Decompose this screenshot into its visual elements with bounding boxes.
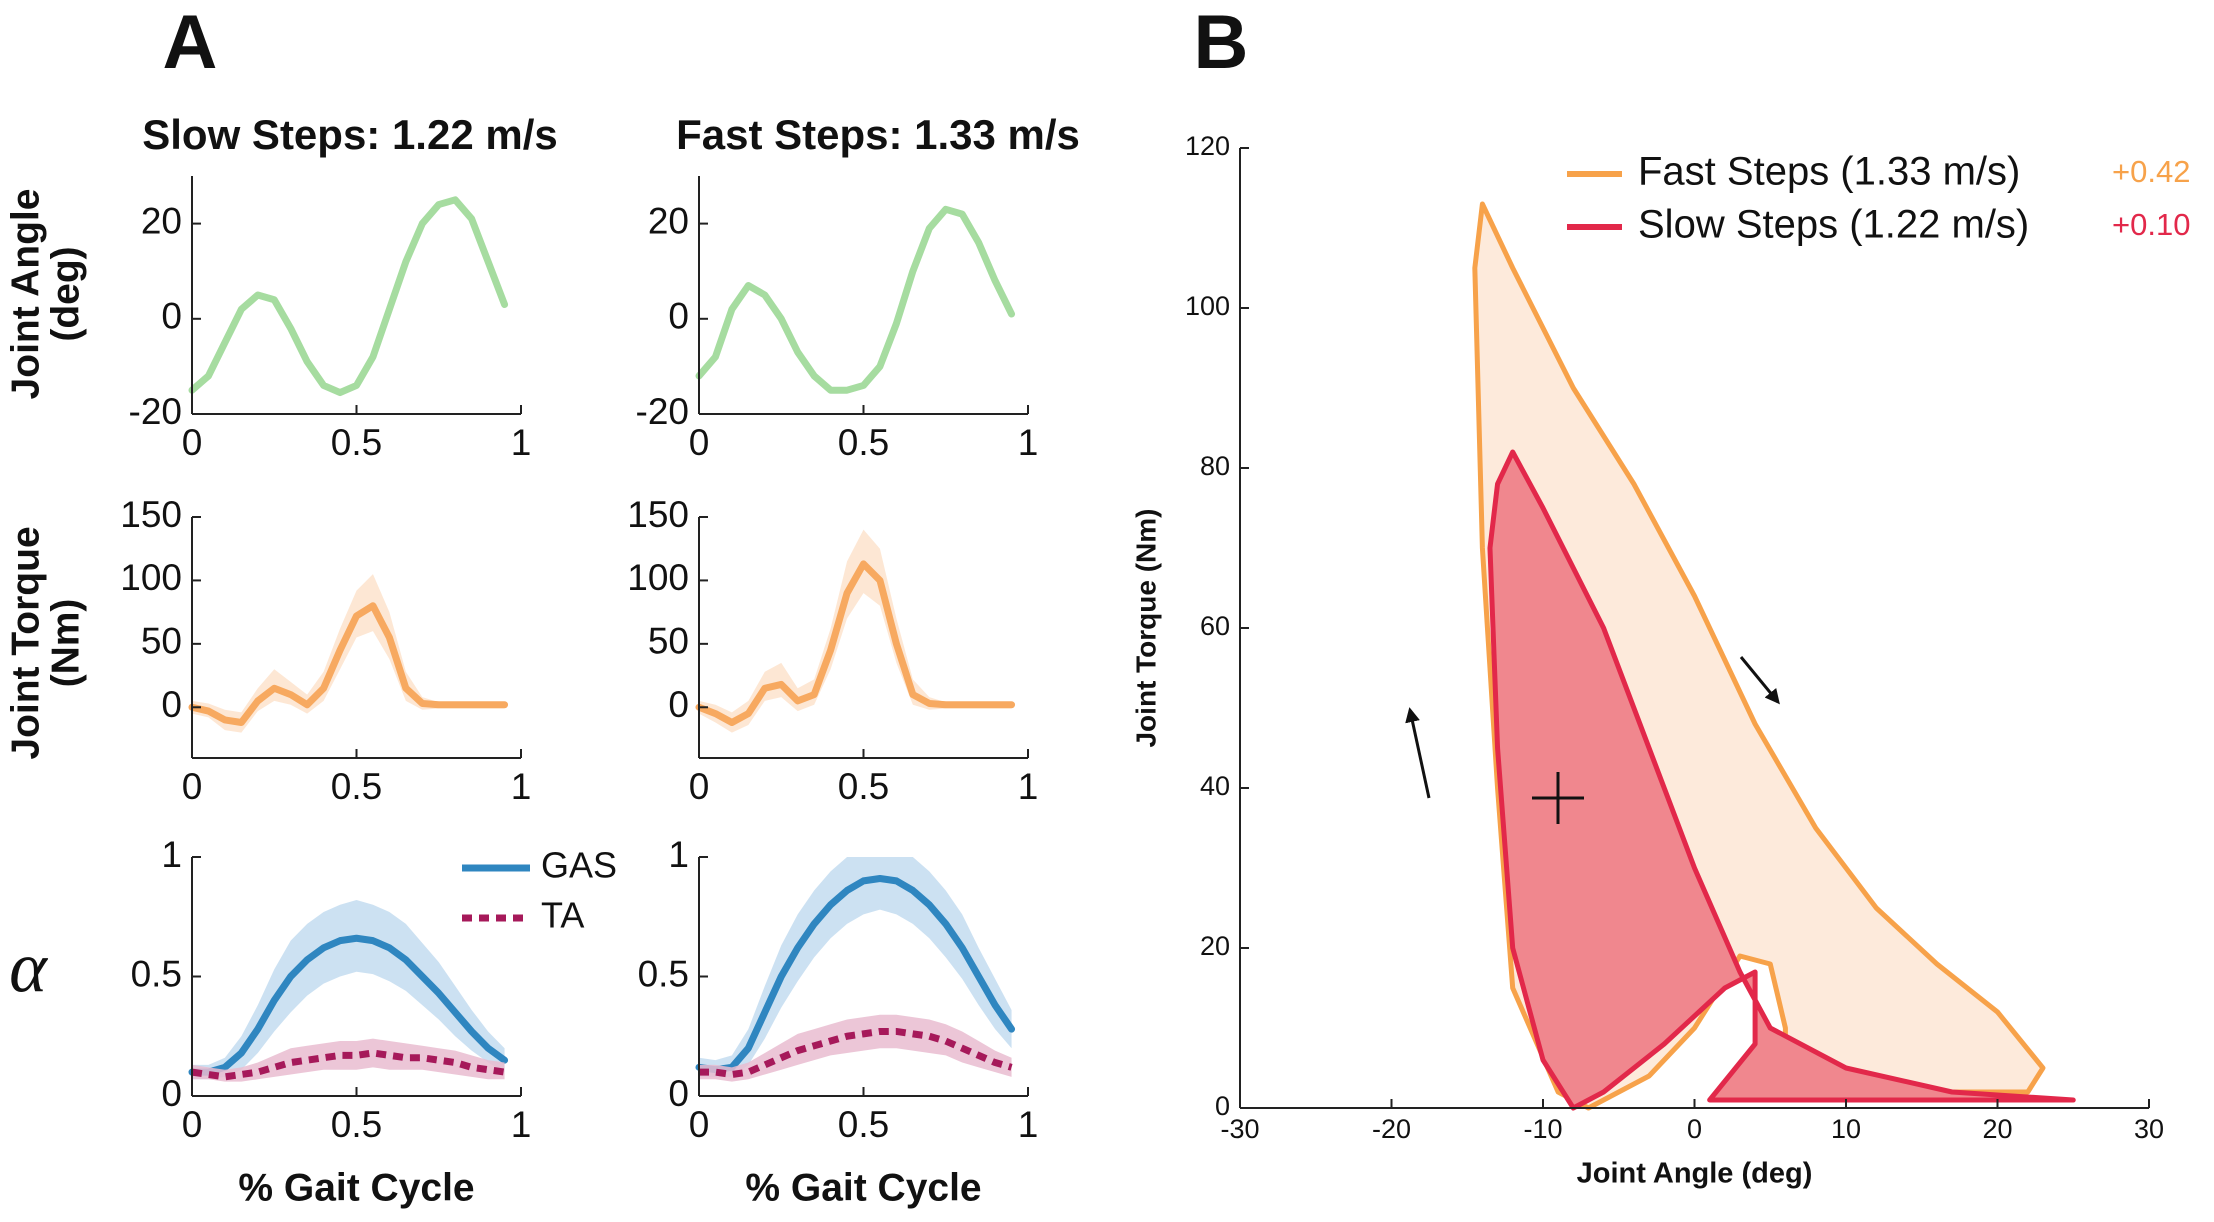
chart-title: Slow Steps: 1.22 m/s (142, 111, 558, 158)
y-tick-label: 0 (668, 296, 689, 337)
x-tick-label: 0 (689, 1104, 710, 1145)
y-axis-label: Joint Torque (4, 526, 47, 759)
x-tick-label: 0 (182, 422, 203, 463)
x-tick-label: 0.5 (331, 766, 382, 807)
direction-arrow (1739, 656, 1780, 705)
x-tick-label: 0.5 (331, 1104, 382, 1145)
y-tick-label: 50 (648, 621, 689, 662)
y-tick-label: 100 (120, 557, 182, 598)
x-tick-label: 1 (511, 1104, 532, 1145)
x-tick-label: 0.5 (331, 422, 382, 463)
y-axis-label: α (9, 928, 48, 1008)
y-tick-label: -20 (636, 391, 689, 432)
x-tick-label: 1 (511, 766, 532, 807)
x-tick-label: 1 (1018, 766, 1039, 807)
error-band (192, 900, 505, 1080)
data-line (188, 196, 509, 397)
y-axis-label: (deg) (44, 246, 87, 341)
y-tick-label: 40 (1200, 771, 1230, 801)
x-tick-label: 1 (1018, 422, 1039, 463)
x-tick-label: 0.5 (838, 422, 889, 463)
y-tick-label: 20 (141, 200, 182, 241)
x-axis-label: % Gait Cycle (745, 1166, 981, 1209)
chart: -30 -20 -10 0 10 20 30 0 20 40 60 80 100 120 Joint Ang… (1130, 131, 2190, 1190)
panel-label: B (1194, 0, 1249, 85)
data-line (695, 560, 1016, 726)
x-tick-label: 0.5 (838, 766, 889, 807)
x-tick-label: 1 (1018, 1104, 1039, 1145)
y-tick-label: 0.5 (131, 953, 182, 994)
x-tick-label: -30 (1220, 1114, 1259, 1144)
y-tick-label: 0 (668, 1073, 689, 1114)
x-tick-label: 30 (2134, 1114, 2164, 1144)
y-tick-label: 150 (120, 494, 182, 535)
x-axis-label: Joint Angle (deg) (1577, 1158, 1813, 1190)
y-tick-label: 0 (161, 684, 182, 725)
y-tick-label: 1 (668, 834, 689, 875)
chart: 0 0.5 1 0 0.5 1 % Gait Cycle α GAS TA (9, 834, 617, 1210)
panel-label: A (163, 0, 218, 85)
y-tick-label: 0.5 (638, 953, 689, 994)
legend-label: GAS (541, 845, 617, 886)
legend-note: +0.10 (2112, 207, 2190, 242)
x-tick-label: 0 (689, 766, 710, 807)
y-tick-label: 0 (1215, 1091, 1230, 1121)
x-tick-label: 0 (689, 422, 710, 463)
y-tick-label: 100 (1185, 291, 1230, 321)
data-line (695, 875, 1016, 1074)
data-line (191, 1049, 506, 1081)
y-tick-label: 1 (161, 834, 182, 875)
annotations (1405, 656, 1780, 824)
y-tick-label: 0 (161, 296, 182, 337)
data-line (188, 934, 509, 1076)
y-tick-label: 20 (648, 200, 689, 241)
y-tick-label: 150 (627, 494, 689, 535)
legend-label: Slow Steps (1.22 m/s) (1638, 203, 2029, 247)
y-tick-label: 0 (161, 1073, 182, 1114)
error-band (699, 1014, 1012, 1082)
y-tick-label: 20 (1200, 931, 1230, 961)
y-axis-label: (Nm) (44, 599, 87, 688)
x-tick-label: 1 (511, 422, 532, 463)
x-axis-label: % Gait Cycle (238, 1166, 474, 1209)
y-tick-label: 50 (141, 621, 182, 662)
legend-label: Fast Steps (1.33 m/s) (1638, 150, 2020, 194)
data-line (1487, 449, 2076, 1111)
x-tick-label: 0 (182, 766, 203, 807)
error-band (192, 574, 505, 733)
x-tick-label: 0 (1687, 1114, 1702, 1144)
chart: 0 0.5 1 0 0.5 1 % Gait Cycle (638, 834, 1039, 1210)
y-axis-label: Joint Torque (Nm) (1130, 508, 1161, 747)
x-tick-label: 0.5 (838, 1104, 889, 1145)
y-tick-label: 0 (668, 684, 689, 725)
chart: 0 0.5 1 0 50 100 150 (627, 494, 1038, 807)
chart-title: Fast Steps: 1.33 m/s (676, 111, 1080, 158)
direction-arrow (1405, 707, 1431, 799)
x-tick-label: 0 (182, 1104, 203, 1145)
y-tick-label: -20 (129, 391, 182, 432)
data-line (695, 205, 1016, 394)
y-tick-label: 120 (1185, 131, 1230, 161)
y-tick-label: 80 (1200, 451, 1230, 481)
x-tick-label: 20 (1982, 1114, 2012, 1144)
y-tick-label: 60 (1200, 611, 1230, 641)
y-tick-label: 100 (627, 557, 689, 598)
legend-note: +0.42 (2112, 154, 2190, 189)
x-tick-label: 10 (1831, 1114, 1861, 1144)
error-band (192, 1038, 505, 1082)
y-axis-label: Joint Angle (4, 189, 47, 400)
data-line (188, 602, 509, 726)
x-tick-label: -10 (1523, 1114, 1562, 1144)
chart: 0 0.5 1 0 50 100 150 Joint Torque(Nm) (4, 494, 531, 807)
legend-label: TA (541, 895, 584, 936)
data-line (699, 1027, 1013, 1078)
x-tick-label: -20 (1372, 1114, 1411, 1144)
